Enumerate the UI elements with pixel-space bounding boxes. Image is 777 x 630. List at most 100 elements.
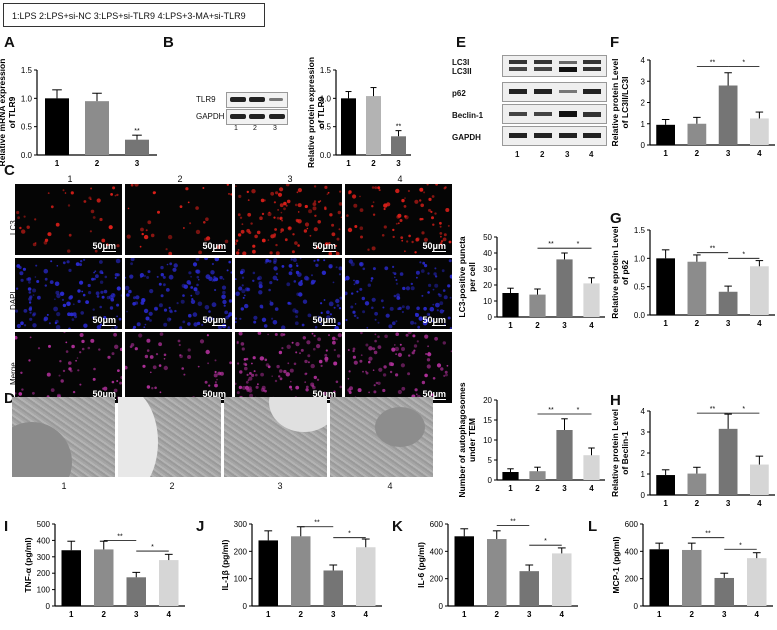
micrograph-merge-3: 50μm [235,332,342,403]
y-tick-label: 100 [234,575,248,584]
panel-letter-f: F [610,34,620,51]
y-axis-label-line: of TLR9 [7,96,17,128]
y-tick-label: 0 [488,313,493,322]
y-tick-label: 20 [483,281,492,290]
significance-label: * [577,241,580,248]
blot-e-label-p62: p62 [452,89,466,98]
y-tick-label: 200 [625,575,639,584]
panel-letter-c: C [4,162,15,179]
y-axis-label: LC3-positive punctaper cell [457,236,477,318]
y-tick-label: 0 [439,602,444,611]
bar-2 [529,294,546,317]
panel-letter-l: L [588,518,598,535]
tem-image-2 [118,397,221,477]
blot-b-strip-tlr9 [226,92,288,108]
scale-bar-label: 50μm [92,240,116,251]
panel-letter-b: B [163,34,174,51]
blot-e-strip-gapdh [502,126,607,146]
y-tick-label: 4 [641,56,646,65]
bar-2 [487,539,507,606]
significance-label: ** [134,128,140,135]
micrograph-lc3-1: 50μm [15,184,122,255]
tem-cell-structure [269,397,327,432]
blot-e-lane-1: 1 [515,150,520,159]
y-tick-label: 0.5 [634,283,646,292]
bar-4 [583,283,600,317]
x-tick-label: 3 [331,610,336,619]
panel-letter-g: G [610,210,622,227]
bar-3 [556,259,573,317]
significance-label: * [151,544,154,551]
y-axis-label-line: MCP-1 (pg/ml) [611,536,621,593]
significance-label: ** [314,520,320,527]
tem-label-3: 3 [277,481,283,491]
blot-b-strip-gapdh [226,109,288,125]
panel-letter-h: H [610,392,621,409]
bar-1 [45,98,69,155]
y-tick-label: 3 [641,77,646,86]
y-axis-label-line: of p62 [620,260,630,285]
y-tick-label: 3 [641,428,646,437]
bar-1 [61,550,81,606]
y-tick-label: 200 [430,575,444,584]
significance-label: * [577,407,580,414]
significance-label: * [348,531,351,538]
y-axis-label-line: IL-1β (pg/ml) [220,539,230,590]
bar-3 [126,577,146,606]
micro-col-4: 4 [397,174,403,184]
y-axis-label-line: Relative mRNA expression [0,59,7,167]
x-tick-label: 2 [495,610,500,619]
bar-1 [649,549,669,606]
x-tick-label: 1 [69,610,74,619]
y-tick-label: 0.5 [320,123,332,132]
scale-bar-label: 50μm [422,314,446,325]
bar-1 [454,536,474,606]
y-tick-label: 600 [625,520,639,529]
y-axis-label: Relative mRNA expressionof TLR9 [0,59,17,167]
bar-4 [552,553,572,606]
bar-1 [656,475,675,495]
bar-3 [718,85,738,145]
micro-col-3: 3 [287,174,293,184]
x-tick-label: 3 [134,610,139,619]
panel-letter-k: K [392,518,403,535]
y-axis-label: IL-6 (pg/ml) [416,542,426,588]
bar-3 [323,570,343,606]
micrograph-lc3-3: 50μm [235,184,342,255]
y-tick-label: 1.0 [21,94,33,103]
x-tick-label: 2 [695,499,700,508]
y-tick-label: 2 [641,99,646,108]
tem-label-1: 1 [61,481,67,491]
y-tick-label: 400 [430,547,444,556]
scale-bar-label: 50μm [312,240,336,251]
x-tick-label: 3 [135,159,140,168]
blot-e-strip-p62 [502,82,607,102]
y-tick-label: 400 [625,547,639,556]
y-axis-label-line: per cell [467,262,477,292]
micrograph-lc3-4: 50μm [345,184,452,255]
y-axis-label-line: under TEM [467,418,477,462]
scale-bar-label: 50μm [312,314,336,325]
significance-label: ** [117,533,123,540]
x-tick-label: 4 [364,610,369,619]
micro-col-2: 2 [177,174,183,184]
x-tick-label: 3 [562,321,567,330]
scale-bar-label: 50μm [312,388,336,399]
y-axis-label-line: of TLR9 [316,96,326,128]
significance-label: ** [510,518,516,525]
blot-b-label-gapdh: GAPDH [196,112,225,121]
blot-e-lane-4: 4 [589,150,594,159]
micrograph-lc3-2: 50μm [125,184,232,255]
x-tick-label: 1 [508,321,513,330]
group-legend: 1:LPS 2:LPS+si-NC 3:LPS+si-TLR9 4:LPS+3-… [3,3,265,27]
y-tick-label: 0 [641,141,646,150]
scale-bar-label: 50μm [92,388,116,399]
bar-1 [502,472,519,480]
bar-4 [750,266,769,315]
y-tick-label: 40 [483,249,492,258]
bar-4 [750,464,769,495]
